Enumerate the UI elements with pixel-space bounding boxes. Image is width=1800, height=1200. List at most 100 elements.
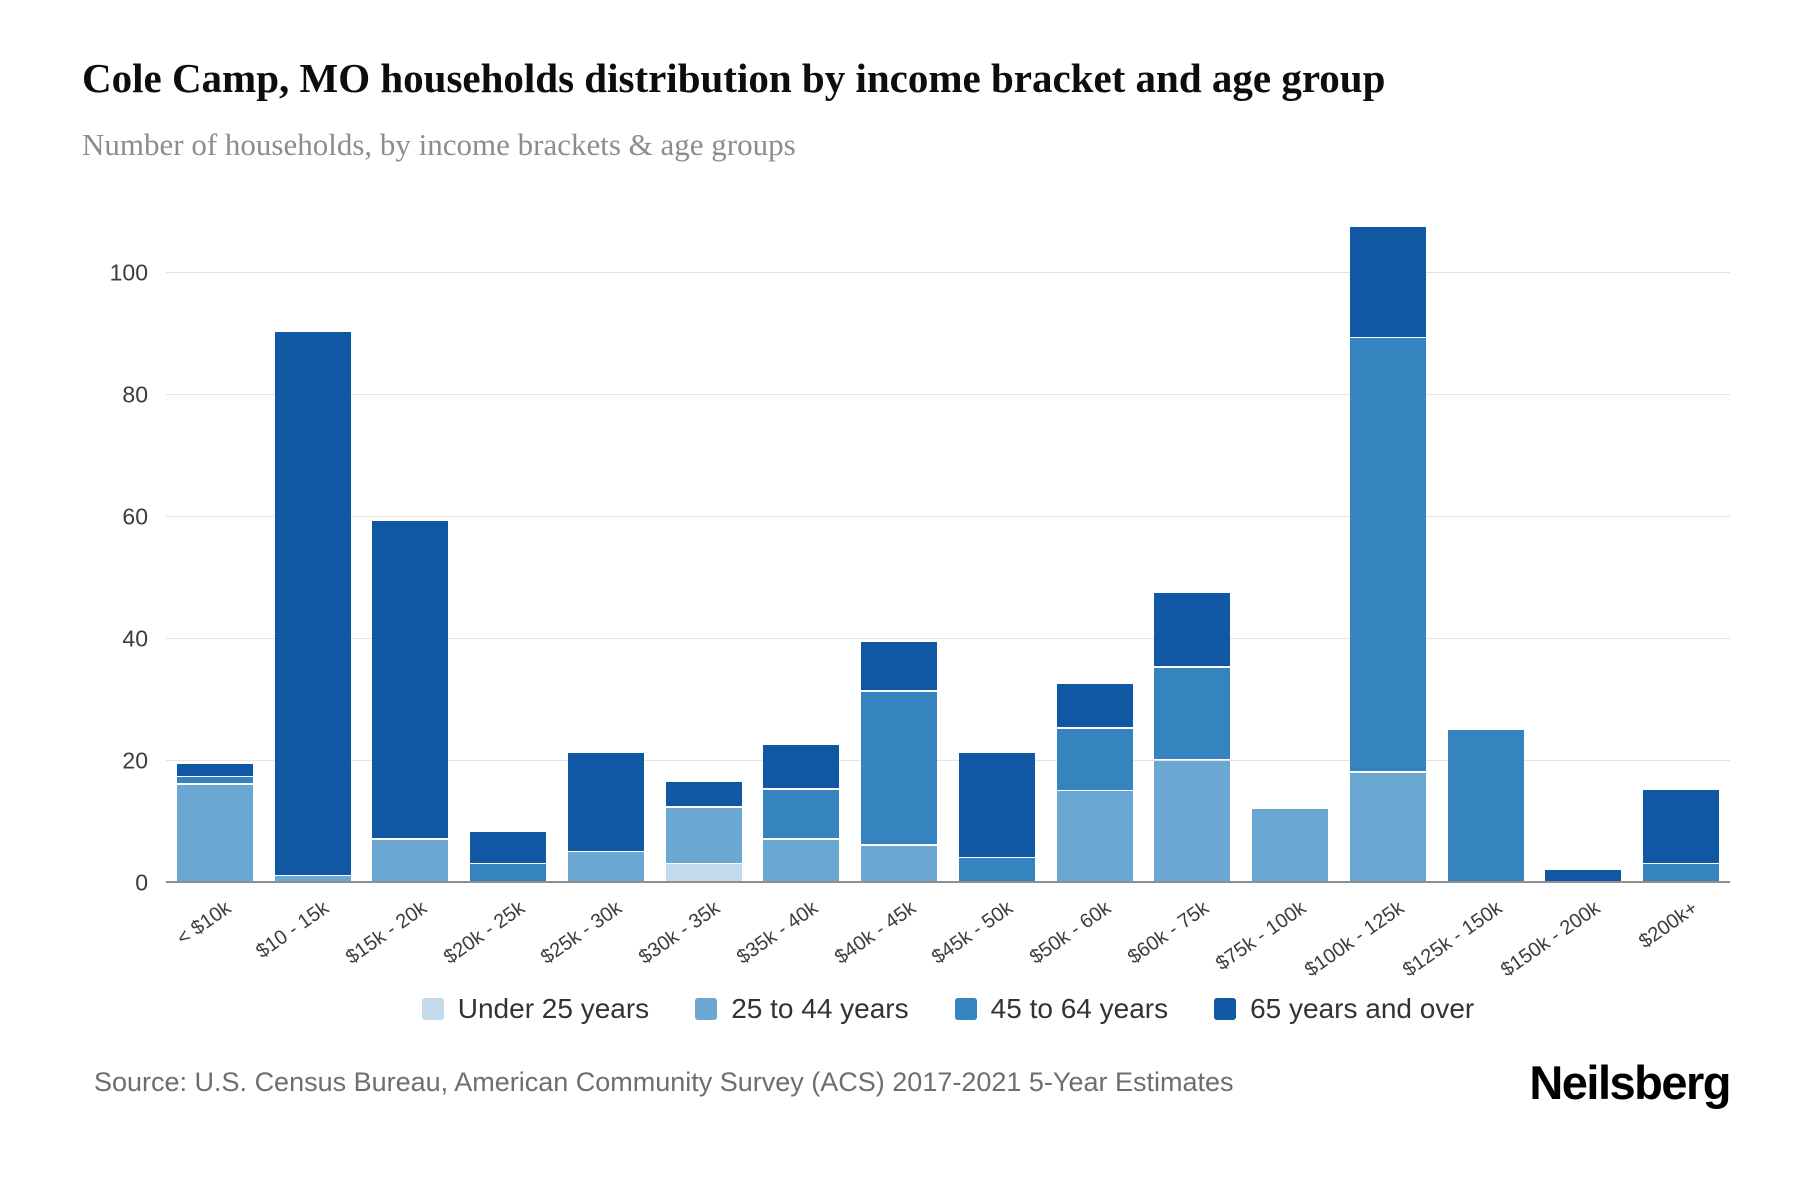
x-axis-label-cell: < $10k: [166, 883, 264, 987]
stacked-bar: [1056, 684, 1133, 883]
bar-segment[interactable]: [176, 777, 253, 784]
bar-slot: [459, 832, 557, 883]
chart-subtitle: Number of households, by income brackets…: [82, 126, 796, 162]
stacked-bar: [274, 332, 351, 883]
legend-swatch: [954, 997, 977, 1020]
x-axis-label-cell: $150k - 200k: [1496, 883, 1633, 987]
gridline: [166, 637, 1730, 639]
bar-slot: [655, 782, 753, 883]
x-axis-label: < $10k: [173, 896, 236, 950]
stacked-bar: [665, 782, 742, 883]
plot-area: [166, 221, 1730, 883]
x-axis-label-cell: $50k - 60k: [1026, 883, 1144, 987]
bar-segment[interactable]: [861, 641, 938, 691]
bars: [166, 221, 1730, 883]
stacked-bar: [372, 521, 449, 883]
bar-segment[interactable]: [567, 752, 644, 851]
stacked-bar: [1545, 870, 1622, 883]
legend-item[interactable]: 65 years and over: [1214, 993, 1474, 1025]
chart-area: 0 20 40 60 80 100: [82, 221, 1730, 895]
y-axis-tick-label: 100: [109, 259, 148, 286]
bar-segment[interactable]: [567, 852, 644, 883]
x-axis-label-cell: $40k - 45k: [830, 883, 948, 987]
legend-item[interactable]: Under 25 years: [421, 993, 649, 1025]
bar-segment[interactable]: [1447, 730, 1524, 883]
x-axis-label-cell: $30k - 35k: [635, 883, 753, 987]
source-attribution: Source: U.S. Census Bureau, American Com…: [94, 1066, 1234, 1097]
bar-segment[interactable]: [958, 858, 1035, 883]
bar-segment[interactable]: [1056, 728, 1133, 790]
stacked-bar: [861, 641, 938, 883]
bar-segment[interactable]: [176, 784, 253, 883]
x-axis-label-cell: $35k - 40k: [733, 883, 851, 987]
y-axis-tick-label: 40: [122, 625, 148, 652]
bar-segment[interactable]: [763, 839, 840, 883]
bar-segment[interactable]: [274, 332, 351, 875]
y-axis-tick-label: 60: [122, 503, 148, 530]
stacked-bar: [958, 753, 1035, 883]
x-axis-label-cell: $25k - 30k: [537, 883, 655, 987]
x-axis-label-cell: $15k - 20k: [342, 883, 460, 987]
y-axis-tick-label: 0: [135, 869, 148, 896]
bar-segment[interactable]: [861, 691, 938, 845]
stacked-bar: [763, 745, 840, 883]
bar-segment[interactable]: [1545, 870, 1622, 883]
x-axis-label-cell: $45k - 50k: [928, 883, 1046, 987]
bar-segment[interactable]: [1349, 338, 1426, 772]
stacked-bar: [1252, 809, 1329, 883]
x-axis-label-cell: $20k - 25k: [439, 883, 557, 987]
bar-segment[interactable]: [274, 876, 351, 883]
bar-slot: [948, 753, 1046, 883]
legend-item[interactable]: 25 to 44 years: [695, 993, 909, 1025]
gridline: [166, 271, 1730, 273]
stacked-bar: [1447, 730, 1524, 883]
bar-segment[interactable]: [1252, 809, 1329, 883]
bar-segment[interactable]: [470, 864, 547, 883]
legend-swatch: [695, 997, 718, 1020]
bar-segment[interactable]: [1056, 684, 1133, 728]
bar-segment[interactable]: [470, 832, 547, 863]
neilsberg-logo: Neilsberg: [1529, 1055, 1731, 1109]
y-axis-tick-label: 20: [122, 747, 148, 774]
gridline: [166, 393, 1730, 395]
gridline: [166, 515, 1730, 517]
bar-segment[interactable]: [1349, 772, 1426, 883]
stacked-bar: [176, 763, 253, 883]
bar-segment[interactable]: [1349, 226, 1426, 337]
stacked-bar: [470, 832, 547, 883]
y-axis-tick-label: 80: [122, 381, 148, 408]
bar-segment[interactable]: [665, 864, 742, 883]
bar-slot: [1437, 730, 1535, 883]
bar-segment[interactable]: [665, 807, 742, 863]
bar-segment[interactable]: [1643, 789, 1720, 863]
bar-segment[interactable]: [1154, 667, 1231, 760]
stacked-bar: [1349, 226, 1426, 883]
bar-segment[interactable]: [1643, 864, 1720, 883]
bar-segment[interactable]: [176, 763, 253, 776]
bar-segment[interactable]: [665, 782, 742, 807]
bar-segment[interactable]: [1056, 791, 1133, 883]
bar-segment[interactable]: [372, 839, 449, 883]
bar-segment[interactable]: [372, 521, 449, 839]
x-axis-label: $10 - 15k: [252, 896, 334, 963]
bar-slot: [1632, 789, 1730, 883]
x-axis-label-cell: $200k+: [1632, 883, 1730, 987]
bar-slot: [1535, 870, 1633, 883]
bar-slot: [264, 332, 362, 883]
bar-segment[interactable]: [763, 789, 840, 839]
bar-slot: [1144, 592, 1242, 883]
legend-label: 65 years and over: [1250, 992, 1475, 1024]
bar-segment[interactable]: [861, 845, 938, 883]
bar-segment[interactable]: [763, 745, 840, 789]
bar-slot: [557, 752, 655, 883]
bar-segment[interactable]: [958, 753, 1035, 857]
chart-page: Cole Camp, MO households distribution by…: [82, 55, 1731, 1109]
legend: Under 25 years 25 to 44 years 45 to 64 yea…: [166, 993, 1730, 1025]
stacked-bar: [567, 752, 644, 883]
bar-segment[interactable]: [1154, 760, 1231, 883]
stacked-bar: [1643, 789, 1720, 883]
legend-item[interactable]: 45 to 64 years: [954, 993, 1168, 1025]
bar-slot: [362, 521, 460, 883]
bar-segment[interactable]: [1154, 592, 1231, 667]
bar-slot: [1339, 226, 1437, 883]
